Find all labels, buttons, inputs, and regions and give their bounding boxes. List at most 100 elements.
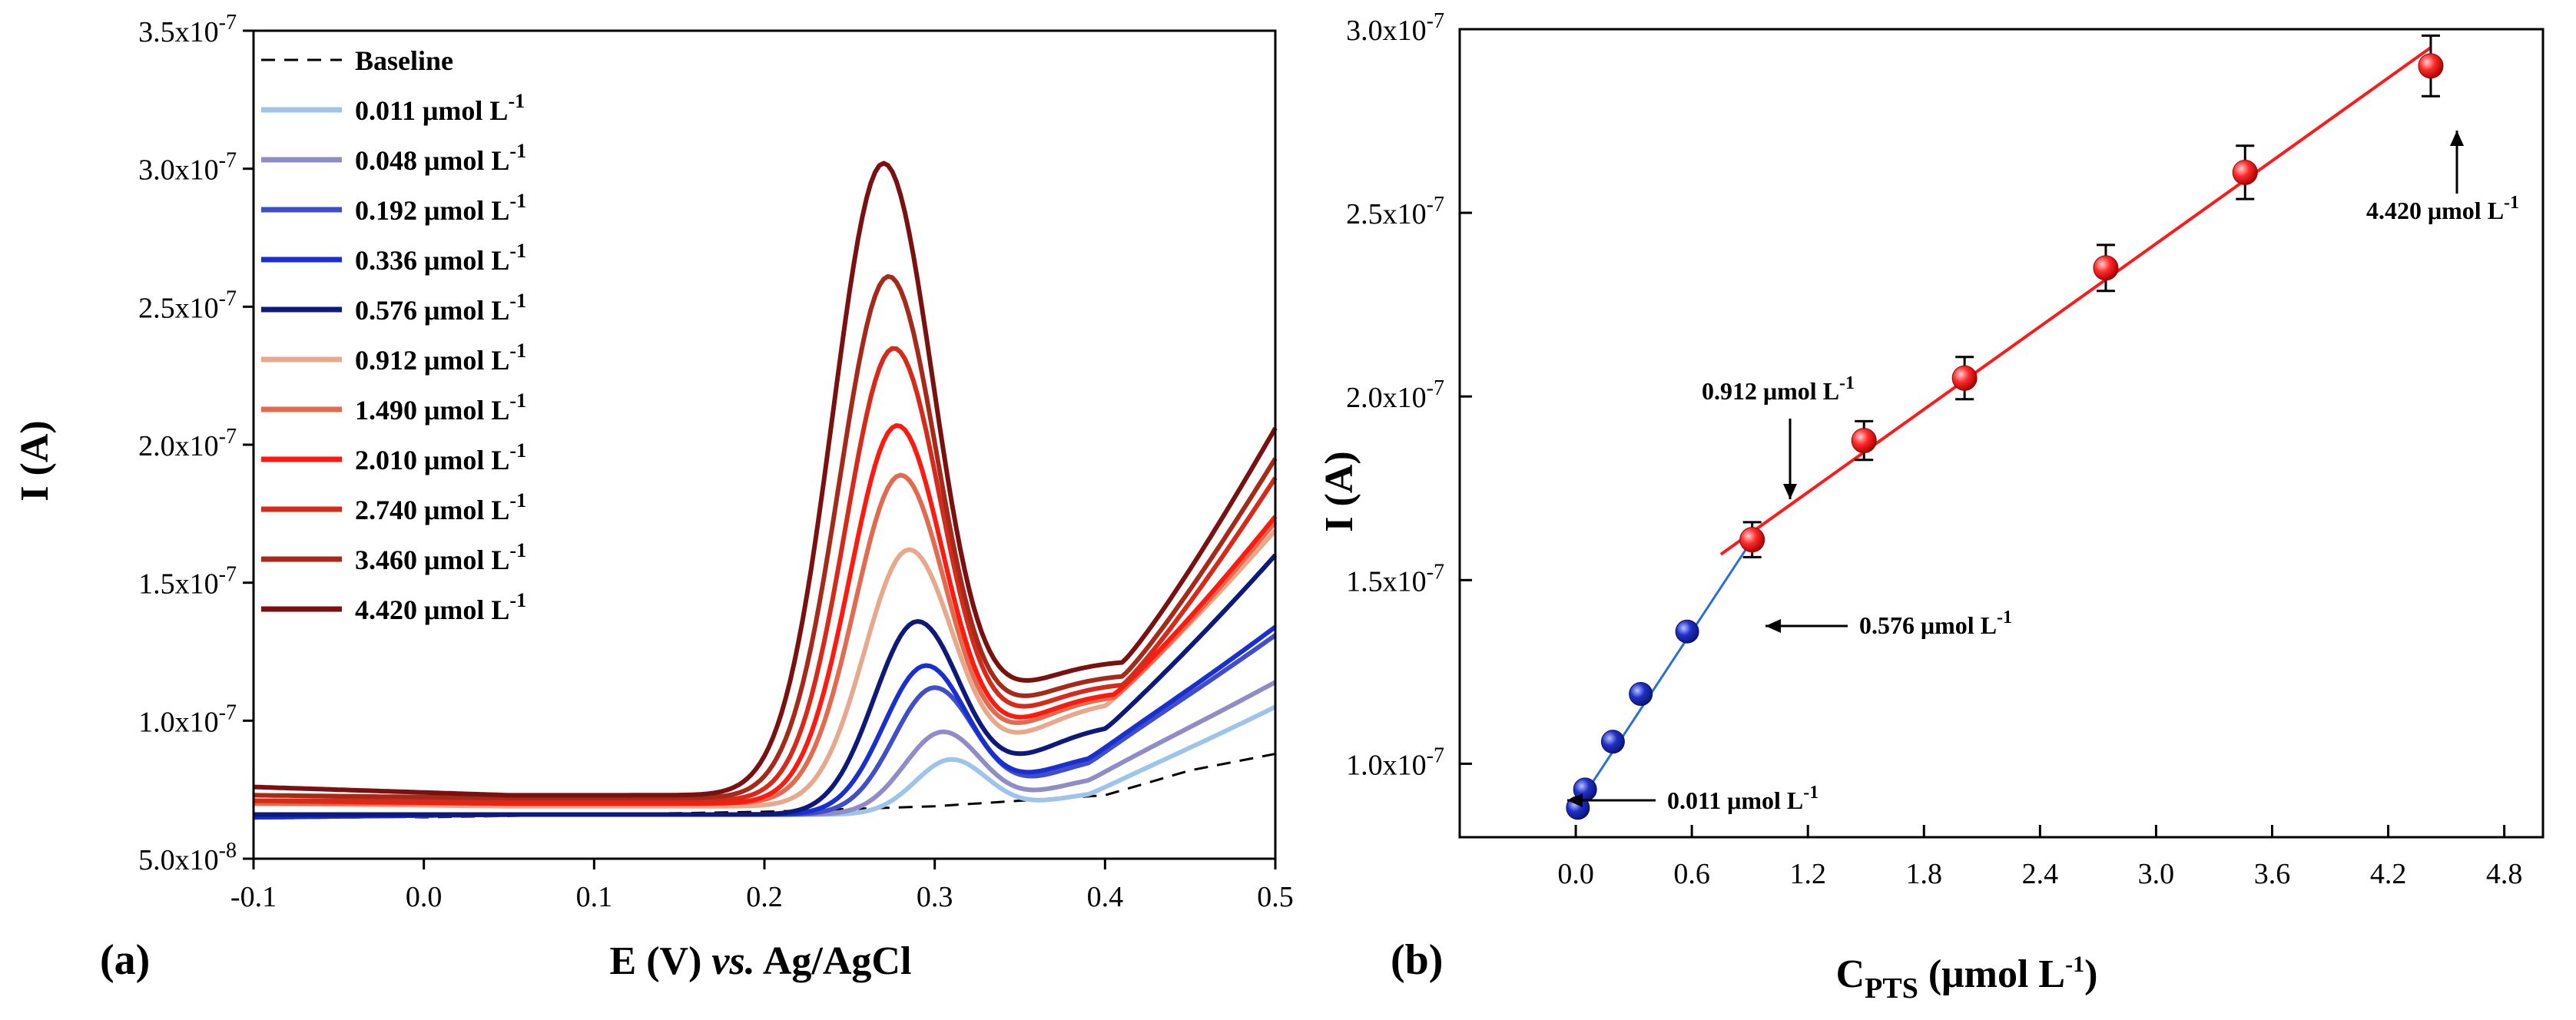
series-curve xyxy=(253,161,1278,798)
legend-label: 0.192 μmol L-1 xyxy=(355,190,526,226)
low-range-fit-line xyxy=(1574,542,1751,809)
x-tick-label: -0.1 xyxy=(230,881,277,913)
annotation-0576-sup: -1 xyxy=(1997,608,2012,628)
y-tick-label: 1.5x10-7 xyxy=(138,563,237,601)
x-tick-label: 0.5 xyxy=(1257,881,1294,913)
legend-label-text: 0.192 μmol L xyxy=(355,195,509,226)
legend-label-sup: -1 xyxy=(509,439,526,462)
y-tick-label: 2.0x10-7 xyxy=(138,425,237,462)
x-tick-label: 0.1 xyxy=(576,881,613,913)
arrow-0576-head xyxy=(1765,619,1781,633)
y-tick-label-mantissa: 2.5x10 xyxy=(138,292,219,324)
high-range-point xyxy=(1951,365,1978,391)
legend-label-text: 0.048 μmol L xyxy=(355,145,509,176)
annotation-0912-text: 0.912 μmol L xyxy=(1702,377,1839,405)
legend-label-sup: -1 xyxy=(509,140,526,162)
x-tick-label: 0.3 xyxy=(917,881,953,913)
x-tick-label: 1.8 xyxy=(1906,858,1943,890)
y-tick-label-exponent: -7 xyxy=(219,286,237,310)
legend-label-text: 4.420 μmol L xyxy=(355,594,509,625)
x-label-main: C xyxy=(1836,952,1865,996)
calibration-ticks: 0.0 0.6 1.2 1.8 2.4 3.0 3.6 4.2 4.81.0x10-71.5x1… xyxy=(1346,9,2522,890)
legend-label: 0.336 μmol L-1 xyxy=(355,240,526,276)
x-label-italic: vs. xyxy=(711,939,754,983)
series-curve xyxy=(254,346,1278,803)
x-label-prefix: E (V) xyxy=(610,939,712,983)
y-tick-label-exponent: -7 xyxy=(219,563,237,587)
annotation-0912-sup: -1 xyxy=(1839,373,1855,393)
high-range-point xyxy=(2418,53,2444,79)
x-tick-label: 3.6 xyxy=(2254,858,2291,890)
legend-label-text: 0.576 μmol L xyxy=(355,295,509,326)
panel-label-b: (b) xyxy=(1391,936,1443,984)
y-tick-label-exponent: -7 xyxy=(1427,9,1444,33)
y-tick-label: 5.0x10-8 xyxy=(138,839,237,876)
y-tick-label-mantissa: 1.5x10 xyxy=(138,568,219,601)
legend-label-text: 0.912 μmol L xyxy=(355,345,509,376)
y-tick-label-mantissa: 2.0x10 xyxy=(1346,382,1427,414)
y-tick-label: 3.5x10-7 xyxy=(138,11,237,48)
high-range-point xyxy=(2232,159,2258,185)
calibration-x-axis-label: CPTS (μmol L-1) xyxy=(1836,952,2098,1005)
y-tick-label-mantissa: 1.5x10 xyxy=(1346,565,1427,598)
voltammogram-x-axis-label: E (V) vs. Ag/AgCl xyxy=(610,939,912,983)
x-tick-label: 0.6 xyxy=(1673,858,1710,890)
x-tick-label: 4.8 xyxy=(2486,858,2523,890)
voltammogram-y-axis-label: I (A) xyxy=(13,420,57,501)
y-tick-label-exponent: -7 xyxy=(1427,560,1444,584)
legend-label-sup: -1 xyxy=(509,240,526,262)
legend-label-sup: -1 xyxy=(509,539,526,561)
legend-label: 4.420 μmol L-1 xyxy=(355,589,526,625)
y-tick-label: 2.5x10-7 xyxy=(1346,193,1444,230)
legend-label-baseline: Baseline xyxy=(355,45,453,76)
x-tick-label: 2.4 xyxy=(2022,858,2059,890)
y-tick-label-mantissa: 2.5x10 xyxy=(1346,198,1427,230)
legend-label: 3.460 μmol L-1 xyxy=(355,539,526,575)
y-tick-label-exponent: -7 xyxy=(219,149,237,173)
legend-label: 0.048 μmol L-1 xyxy=(355,140,526,176)
x-tick-label: 0.4 xyxy=(1087,881,1124,913)
voltammogram-panel: -0.1 0.0 0.1 0.2 0.3 0.4 0.55.0x10-81.0x10-71.… xyxy=(13,11,1294,984)
annotation-0011: 0.011 μmol L-1 xyxy=(1667,783,1818,814)
x-tick-label: 0.2 xyxy=(746,881,783,913)
legend-label-text: 1.490 μmol L xyxy=(355,395,509,426)
high-range-point xyxy=(1739,527,1765,553)
annotation-4420: 4.420 μmol L-1 xyxy=(2366,193,2519,224)
voltammogram-curves xyxy=(253,161,1278,820)
x-label-close: ) xyxy=(2084,952,2097,996)
voltammogram-ticks: -0.1 0.0 0.1 0.2 0.3 0.4 0.55.0x10-81.0x10-71.… xyxy=(138,11,1294,913)
arrow-0011-head xyxy=(1567,793,1583,807)
calibration-panel: 0.0 0.6 1.2 1.8 2.4 3.0 3.6 4.2 4.81.0x10-71.5x1… xyxy=(1318,9,2545,1005)
legend-label-sup: -1 xyxy=(509,389,526,412)
legend-label-text: 2.010 μmol L xyxy=(355,445,509,475)
y-tick-label-mantissa: 1.0x10 xyxy=(138,706,219,738)
legend-label-sup: -1 xyxy=(509,290,526,312)
legend-label-text: 0.011 μmol L xyxy=(355,95,508,126)
high-range-point xyxy=(2093,255,2119,281)
calibration-annotations: 0.912 μmol L-10.576 μmol L-10.011 μmol L… xyxy=(1567,131,2519,814)
y-tick-label-exponent: -7 xyxy=(219,11,237,35)
y-tick-label: 1.0x10-7 xyxy=(1346,743,1444,781)
y-tick-label-exponent: -7 xyxy=(219,700,237,724)
legend-label-text: 3.460 μmol L xyxy=(355,545,509,575)
legend-label-text: 0.336 μmol L xyxy=(355,245,509,276)
annotation-0576: 0.576 μmol L-1 xyxy=(1859,608,2012,639)
x-label-unit-sup: -1 xyxy=(2065,952,2084,977)
legend-label-sup: -1 xyxy=(509,489,526,512)
calibration-plot-area xyxy=(1458,28,2545,839)
annotation-0011-text: 0.011 μmol L xyxy=(1667,787,1803,814)
y-tick-label-mantissa: 1.0x10 xyxy=(1346,749,1427,781)
legend-label: 2.010 μmol L-1 xyxy=(355,439,526,475)
y-tick-label-mantissa: 3.5x10 xyxy=(138,16,219,48)
annotation-4420-sup: -1 xyxy=(2504,193,2519,213)
panel-label-a: (a) xyxy=(100,936,150,984)
y-tick-label-exponent: -7 xyxy=(1427,376,1444,400)
high-range-point xyxy=(1851,428,1877,454)
legend-label: 1.490 μmol L-1 xyxy=(355,389,526,426)
x-label-subscript: PTS xyxy=(1865,972,1918,1005)
x-tick-label: 3.0 xyxy=(2138,858,2175,890)
calibration-axes-frame xyxy=(1458,28,2545,839)
annotation-0011-sup: -1 xyxy=(1803,783,1818,803)
